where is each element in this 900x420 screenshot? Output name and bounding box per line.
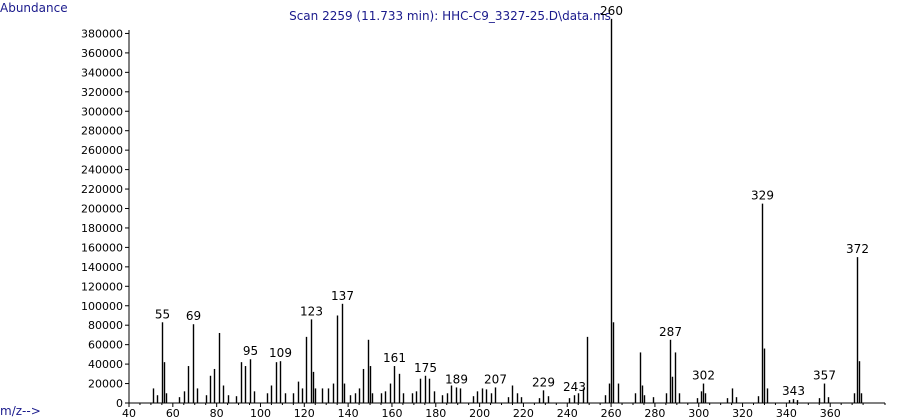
x-tick-label: 160 — [381, 407, 402, 420]
x-tick-label: 320 — [732, 407, 753, 420]
y-tick-label: 80000 — [88, 319, 123, 332]
peak-label: 287 — [659, 325, 682, 339]
y-tick-label: 200000 — [81, 203, 123, 216]
peak-label: 109 — [269, 346, 292, 360]
peak-label: 329 — [751, 189, 774, 203]
x-ticks: 40 60 80 100 120 140 160 180 200 220 240 260 280 300 3… — [122, 403, 886, 420]
y-tick-label: 360000 — [81, 47, 123, 60]
x-tick-label: 140 — [338, 407, 359, 420]
peak-label: 175 — [414, 361, 437, 375]
y-tick-label: 100000 — [81, 300, 123, 313]
x-tick-label: 340 — [776, 407, 797, 420]
peak-label: 189 — [445, 372, 468, 386]
peak-label: 302 — [692, 369, 715, 383]
x-tick-label: 280 — [644, 407, 665, 420]
x-tick-label: 180 — [425, 407, 446, 420]
peak-label: 137 — [331, 289, 354, 303]
x-axis-label: m/z--> — [0, 404, 41, 418]
peak-label: 69 — [186, 309, 201, 323]
chart-title: Scan 2259 (11.733 min): HHC-C9_3327-25.D… — [289, 9, 611, 23]
y-tick-label: 340000 — [81, 66, 123, 79]
peak-label: 161 — [383, 351, 406, 365]
y-tick-label: 140000 — [81, 261, 123, 274]
y-tick-label: 20000 — [88, 378, 123, 391]
peak-label: 55 — [155, 307, 170, 321]
x-tick-label: 60 — [166, 407, 180, 420]
x-tick-label: 240 — [557, 407, 578, 420]
y-tick-label: 0 — [116, 397, 123, 410]
y-tick-label: 120000 — [81, 280, 123, 293]
peak-label: 357 — [813, 369, 836, 383]
x-tick-label: 260 — [601, 407, 622, 420]
y-tick-label: 280000 — [81, 125, 123, 138]
x-tick-label: 220 — [513, 407, 534, 420]
x-tick-label: 100 — [250, 407, 271, 420]
y-tick-label: 300000 — [81, 105, 123, 118]
peaks — [152, 18, 863, 403]
y-axis-label: Abundance — [0, 1, 68, 15]
y-tick-label: 240000 — [81, 164, 123, 177]
peak-label: 207 — [484, 372, 507, 386]
y-tick-label: 320000 — [81, 86, 123, 99]
x-tick-label: 360 — [820, 407, 841, 420]
y-tick-label: 380000 — [81, 27, 123, 40]
peak-label: 95 — [243, 344, 258, 358]
x-tick-label: 200 — [469, 407, 490, 420]
y-tick-label: 40000 — [88, 358, 123, 371]
peak-label: 343 — [782, 384, 805, 398]
y-tick-label: 160000 — [81, 241, 123, 254]
y-ticks: 0 20000 40000 60000 80000 100000 120000 140000 1… — [81, 27, 129, 410]
y-tick-label: 180000 — [81, 222, 123, 235]
y-tick-label: 220000 — [81, 183, 123, 196]
peak-label: 229 — [532, 375, 555, 389]
x-tick-label: 40 — [122, 407, 136, 420]
peak-label: 260 — [600, 4, 623, 18]
x-tick-label: 80 — [210, 407, 224, 420]
x-tick-label: 120 — [294, 407, 315, 420]
x-tick-label: 300 — [688, 407, 709, 420]
peak-label: 372 — [846, 242, 869, 256]
y-tick-label: 60000 — [88, 339, 123, 352]
y-tick-label: 260000 — [81, 144, 123, 157]
peak-label: 243 — [563, 380, 586, 394]
peak-label: 123 — [300, 304, 323, 318]
peak-labels: 55 69 95 109 123 137 161 175 189 207 229 243 260 287 3… — [155, 4, 869, 398]
